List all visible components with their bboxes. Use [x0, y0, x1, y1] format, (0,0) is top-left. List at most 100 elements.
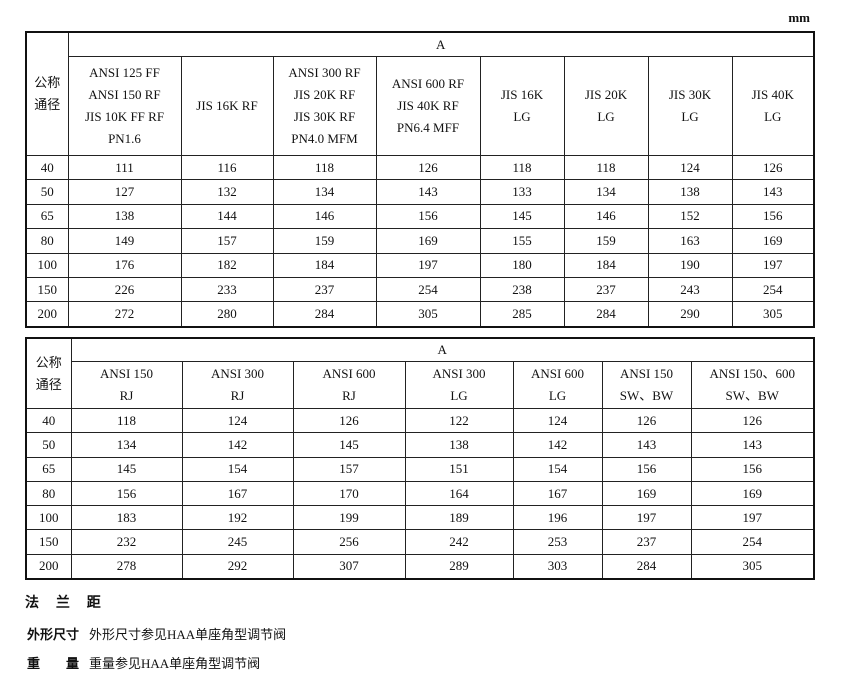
value-cell: 138: [404, 432, 514, 458]
value-cell: 232: [70, 529, 183, 555]
value-cell: 169: [690, 480, 815, 507]
value-cell: 305: [690, 553, 815, 580]
header-text: PN6.4 MFF: [396, 120, 460, 135]
value-cell: 126: [292, 407, 406, 434]
value-cell: 280: [180, 301, 274, 328]
header-text: JIS 30K: [668, 87, 712, 102]
value-cell: 146: [272, 203, 377, 230]
value-cell: 307: [292, 553, 406, 580]
header-text: ANSI 150: [99, 366, 154, 381]
flange-distance-table-1: 公称 通径 A ANSI 125 FF ANSI 150 RF JIS 10K FF RF…: [25, 31, 815, 328]
header-text: ANSI 125 FF: [89, 65, 160, 80]
value-cell: 292: [181, 553, 294, 580]
value-cell: 197: [375, 252, 481, 278]
header-text: SW、BW: [725, 388, 779, 403]
value-cell: 155: [479, 228, 565, 254]
header-text: ANSI 600: [530, 366, 585, 381]
column-header: ANSI 600 RF JIS 40K RF PN6.4 MFF: [375, 56, 481, 156]
column-header: JIS 16K RF: [180, 56, 274, 156]
header-text: LG: [764, 109, 782, 124]
value-cell: 134: [563, 179, 649, 205]
table-row: 200 272 280 284 305 285 284 290 305: [25, 301, 815, 328]
value-cell: 199: [292, 505, 406, 531]
nominal-diameter-cell: 80: [25, 480, 72, 507]
header-text: JIS 16K RF: [196, 98, 258, 113]
table-row: 100 176 182 184 197 180 184 190 197: [25, 252, 815, 278]
table-row: 50 127 132 134 143 133 134 138 143: [25, 179, 815, 205]
value-cell: 190: [647, 252, 733, 278]
nominal-diameter-cell: 50: [25, 179, 69, 205]
value-cell: 126: [601, 407, 692, 434]
value-cell: 237: [272, 276, 377, 303]
header-text: JIS 10K FF RF: [84, 109, 165, 124]
value-cell: 124: [647, 154, 733, 181]
value-cell: 159: [272, 228, 377, 254]
value-cell: 237: [601, 529, 692, 555]
column-header: ANSI 600 LG: [512, 361, 603, 409]
table-row: 65 138 144 146 156 145 146 152 156: [25, 203, 815, 230]
value-cell: 143: [375, 179, 481, 205]
value-cell: 149: [67, 228, 182, 254]
value-cell: 180: [479, 252, 565, 278]
value-cell: 254: [375, 276, 481, 303]
value-cell: 184: [563, 252, 649, 278]
value-cell: 254: [731, 276, 815, 303]
header-text: PN1.6: [108, 131, 141, 146]
value-cell: 237: [563, 276, 649, 303]
group-header-row: 公称 通径 A: [25, 337, 815, 409]
value-cell: 134: [70, 432, 183, 458]
value-cell: 126: [690, 407, 815, 434]
note-label: 重 量: [27, 657, 80, 672]
value-cell: 118: [272, 154, 377, 181]
header-text: SW、BW: [619, 388, 674, 403]
value-cell: 143: [690, 432, 815, 458]
column-header: ANSI 150、600 SW、BW: [690, 361, 815, 409]
value-cell: 145: [479, 203, 565, 230]
nominal-diameter-cell: 50: [25, 432, 72, 458]
value-cell: 116: [180, 154, 274, 181]
header-text: RJ: [230, 388, 245, 403]
value-cell: 176: [67, 252, 182, 278]
table-row: 150 232 245 256 242 253 237 254: [25, 529, 815, 555]
value-cell: 183: [70, 505, 183, 531]
value-cell: 284: [272, 301, 377, 328]
value-cell: 138: [647, 179, 733, 205]
value-cell: 182: [180, 252, 274, 278]
value-cell: 192: [181, 505, 294, 531]
nominal-diameter-cell: 150: [25, 276, 69, 303]
table-row: 100 183 192 199 189 196 197 197: [25, 505, 815, 531]
value-cell: 144: [180, 203, 274, 230]
value-cell: 242: [404, 529, 514, 555]
column-header: JIS 40K LG: [731, 56, 815, 156]
value-cell: 122: [404, 407, 514, 434]
header-text: JIS 16K: [500, 87, 544, 102]
value-cell: 124: [181, 407, 294, 434]
header-text: JIS 40K RF: [397, 98, 459, 113]
value-cell: 156: [731, 203, 815, 230]
nominal-diameter-cell: 80: [25, 228, 69, 254]
note-dimensions: 外形尺寸 外形尺寸参见HAA单座角型调节阀: [27, 624, 286, 643]
value-cell: 126: [731, 154, 815, 181]
value-cell: 305: [731, 301, 815, 328]
value-cell: 272: [67, 301, 182, 328]
header-text: 公称: [35, 354, 62, 370]
nominal-diameter-header: 公称 通径: [25, 31, 69, 156]
value-cell: 156: [690, 456, 815, 482]
header-text: PN4.0 MFM: [291, 131, 358, 146]
nominal-diameter-cell: 40: [25, 407, 72, 434]
nominal-diameter-cell: 200: [25, 553, 72, 580]
column-header: ANSI 150 RJ: [70, 361, 183, 409]
header-text: ANSI 600 RF: [391, 76, 465, 91]
value-cell: 142: [512, 432, 603, 458]
value-cell: 111: [67, 154, 182, 181]
value-cell: 253: [512, 529, 603, 555]
group-header-row: 公称 通径 A: [25, 31, 815, 156]
table-row: 150 226 233 237 254 238 237 243 254: [25, 276, 815, 303]
header-text: JIS 20K: [584, 87, 628, 102]
value-cell: 284: [601, 553, 692, 580]
header-text: ANSI 150、600: [709, 366, 796, 381]
value-cell: 118: [479, 154, 565, 181]
value-cell: 303: [512, 553, 603, 580]
value-cell: 163: [647, 228, 733, 254]
header-text: 通径: [34, 97, 61, 112]
